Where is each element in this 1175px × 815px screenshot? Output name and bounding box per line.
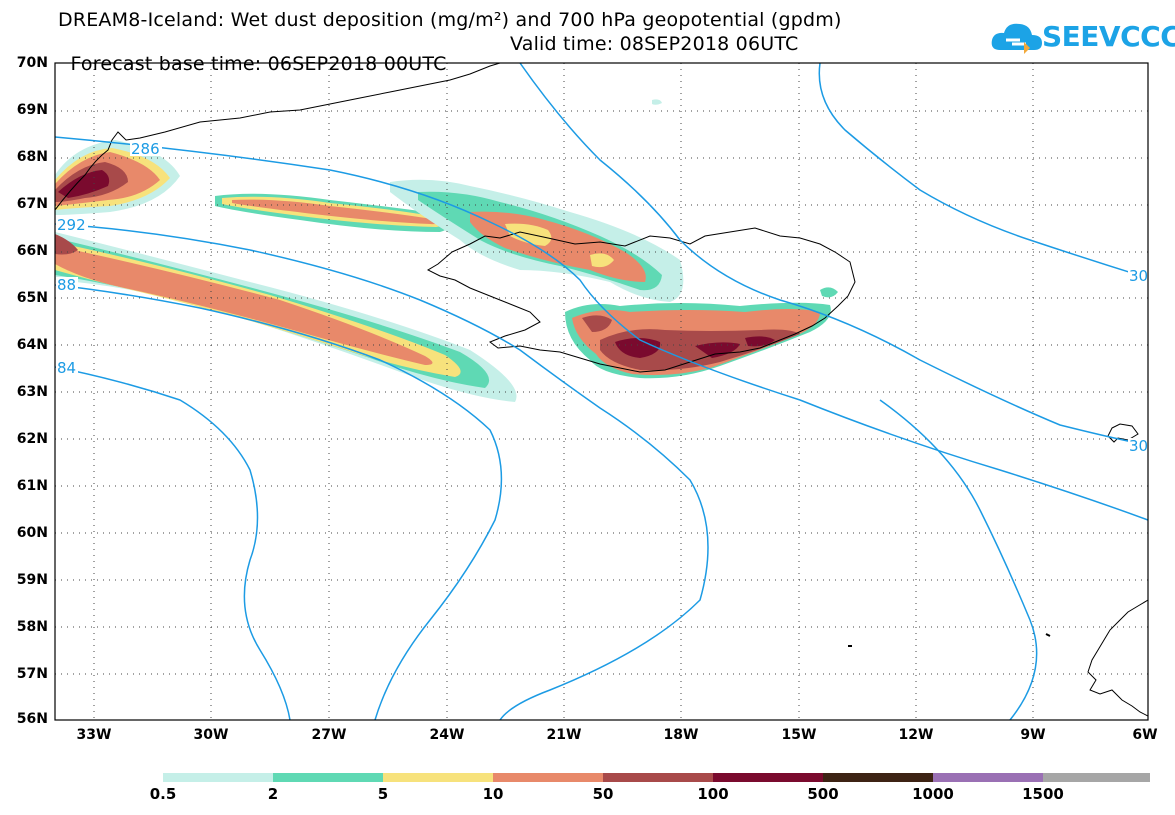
lat-label: 62N <box>16 431 48 447</box>
contour-line-southeast <box>879 399 1038 720</box>
coastlines <box>55 63 1148 717</box>
contour-line-292 <box>55 223 709 720</box>
lat-label: 56N <box>16 711 48 727</box>
legend-swatch <box>933 773 1043 782</box>
legend-label: 2 <box>267 785 279 803</box>
legend-label: 1500 <box>1022 785 1064 803</box>
grid <box>55 63 1148 720</box>
lon-label: 27W <box>311 727 347 743</box>
lat-label: 68N <box>16 149 48 165</box>
lat-label: 59N <box>16 572 48 588</box>
lat-label: 63N <box>16 384 48 400</box>
lat-label: 64N <box>16 337 48 353</box>
contour-label-286: 286 <box>131 140 160 158</box>
coastline-iceland <box>426 227 856 373</box>
legend-label: 0.5 <box>149 785 177 803</box>
contour-label-292: 292 <box>57 216 86 234</box>
contour-label-284: 84 <box>57 359 76 377</box>
lon-label: 12W <box>898 727 934 743</box>
legend-swatch <box>163 773 273 782</box>
lon-label: 21W <box>546 727 582 743</box>
legend-label: 1000 <box>912 785 954 803</box>
geopotential-contours <box>55 63 1148 720</box>
lat-label: 67N <box>16 196 48 212</box>
contour-label-east: 30 <box>1129 267 1148 285</box>
legend-swatch <box>603 773 713 782</box>
coastline-scotland <box>1087 599 1148 717</box>
map-frame <box>54 62 1149 721</box>
lat-label: 57N <box>16 666 48 682</box>
contour-line-286 <box>55 136 1148 521</box>
lon-label: 30W <box>193 727 229 743</box>
legend-label: 50 <box>592 785 614 803</box>
lon-label: 15W <box>781 727 817 743</box>
contour-line-east <box>818 63 1148 279</box>
contour-line-288 <box>55 284 503 720</box>
coastline-greenland <box>55 63 501 211</box>
lon-label: 6W <box>1132 727 1158 743</box>
lat-label: 69N <box>16 102 48 118</box>
legend-label: 10 <box>482 785 504 803</box>
lat-label: 66N <box>16 243 48 259</box>
map-subtitle: Forecast base time: 06SEP2018 00UTC Vali… <box>58 34 798 94</box>
map-title: DREAM8-Iceland: Wet dust deposition (mg/… <box>58 9 842 31</box>
legend-swatch <box>713 773 823 782</box>
lon-label: 18W <box>663 727 699 743</box>
lat-label: 60N <box>16 525 48 541</box>
legend-swatch <box>1043 773 1150 782</box>
contour-line-north <box>519 63 1148 446</box>
contour-line-284 <box>55 366 291 720</box>
legend-swatch <box>493 773 603 782</box>
forecast-base-time: Forecast base time: 06SEP2018 00UTC <box>70 53 447 75</box>
lon-label: 33W <box>76 727 112 743</box>
logo-text: SEEVCCC <box>1042 20 1175 53</box>
legend-label: 100 <box>697 785 729 803</box>
lon-label: 24W <box>429 727 465 743</box>
legend-swatch <box>823 773 933 782</box>
contour-label-southeast: 30 <box>1129 437 1148 455</box>
valid-time: Valid time: 08SEP2018 06UTC <box>510 33 799 55</box>
legend-label: 5 <box>377 785 389 803</box>
legend-swatch <box>383 773 493 782</box>
legend-swatch <box>273 773 383 782</box>
contour-labels: 286 292 88 84 30 30 <box>56 140 1148 455</box>
lat-label: 65N <box>16 290 48 306</box>
cloud-icon <box>991 23 1042 54</box>
contour-label-288: 88 <box>57 276 76 294</box>
lat-label: 70N <box>16 55 48 71</box>
legend-label: 500 <box>807 785 839 803</box>
lat-label: 58N <box>16 619 48 635</box>
lon-label: 9W <box>1020 727 1046 743</box>
lat-label: 61N <box>16 478 48 494</box>
dust-deposition-layer <box>55 99 838 402</box>
